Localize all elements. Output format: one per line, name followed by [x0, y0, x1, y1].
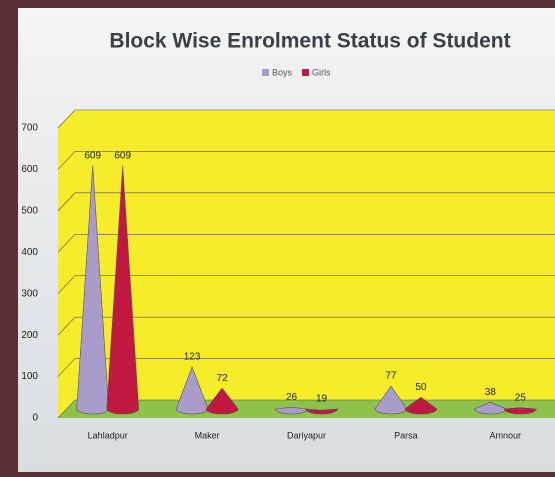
legend-label: Boys — [272, 67, 293, 77]
x-tick-label: Parsa — [394, 430, 418, 440]
legend-swatch — [262, 69, 269, 76]
y-tick-label: 500 — [21, 205, 38, 216]
value-label: 609 — [84, 150, 101, 161]
y-tick-label: 200 — [21, 330, 38, 341]
value-label: 19 — [316, 394, 328, 405]
y-tick-label: 100 — [21, 371, 38, 382]
value-label: 25 — [515, 392, 527, 403]
chart-title: Block Wise Enrolment Status of Student — [109, 30, 510, 53]
value-label: 72 — [217, 373, 229, 384]
y-tick-label: 300 — [21, 288, 38, 299]
value-label: 50 — [415, 382, 427, 393]
x-tick-label: Lahladpur — [88, 430, 128, 440]
value-label: 26 — [286, 392, 298, 403]
value-label: 38 — [485, 387, 497, 398]
chart: Block Wise Enrolment Status of Student B… — [0, 0, 555, 472]
value-label: 609 — [114, 150, 131, 161]
page: {"chart_data": {"type": "cone", "title":… — [0, 0, 555, 472]
y-tick-label: 600 — [21, 164, 38, 175]
legend-swatch — [302, 69, 309, 76]
y-tick-label: 0 — [32, 413, 38, 424]
y-tick-label: 700 — [21, 123, 38, 134]
x-tick-label: Maker — [195, 430, 220, 440]
y-tick-label: 400 — [21, 247, 38, 258]
value-label: 123 — [184, 352, 201, 363]
value-label: 77 — [385, 371, 397, 382]
legend-label: Girls — [312, 67, 331, 77]
x-tick-label: Dariyapur — [287, 430, 326, 440]
x-tick-label: Amnour — [490, 430, 522, 440]
